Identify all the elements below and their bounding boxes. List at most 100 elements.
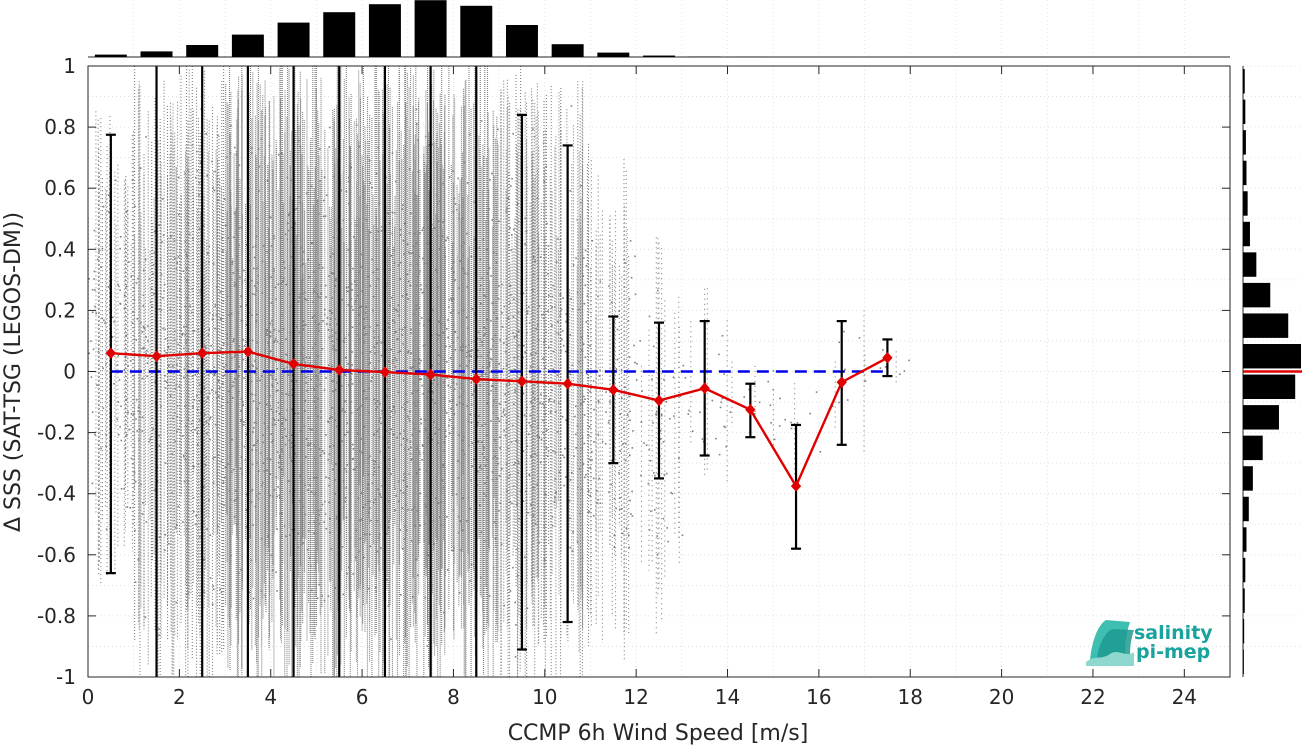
scatter-point xyxy=(199,290,202,293)
scatter-point xyxy=(463,161,466,164)
scatter-point xyxy=(95,312,97,315)
right-hist-bar xyxy=(1243,527,1247,552)
scatter-point xyxy=(176,364,178,366)
scatter-point xyxy=(300,325,302,328)
scatter-point xyxy=(329,517,331,520)
scatter-point xyxy=(288,394,290,397)
scatter-point xyxy=(431,390,433,393)
scatter-point xyxy=(318,330,320,332)
scatter-point xyxy=(262,462,265,465)
scatter-point xyxy=(420,359,422,362)
scatter-point xyxy=(239,276,241,279)
scatter-point xyxy=(358,550,360,553)
scatter-point xyxy=(283,525,286,528)
scatter-point xyxy=(597,401,600,403)
scatter-point xyxy=(413,390,415,392)
scatter-point xyxy=(300,352,303,355)
scatter-point xyxy=(184,334,187,336)
scatter-point xyxy=(539,402,542,404)
scatter-point xyxy=(522,500,525,502)
scatter-point xyxy=(537,277,540,280)
scatter-point xyxy=(220,591,223,594)
scatter-point xyxy=(496,317,499,319)
scatter-point xyxy=(355,556,357,559)
scatter-point xyxy=(307,529,310,532)
scatter-point xyxy=(193,399,196,401)
scatter-point xyxy=(290,460,293,462)
scatter-point xyxy=(379,494,381,496)
scatter-point xyxy=(314,321,317,323)
scatter-point xyxy=(350,298,353,300)
scatter-point xyxy=(547,346,550,349)
scatter-point xyxy=(543,341,545,344)
scatter-point xyxy=(126,210,128,213)
scatter-point xyxy=(619,508,621,511)
scatter-point xyxy=(350,412,353,414)
scatter-point xyxy=(494,334,496,337)
scatter-point xyxy=(402,548,404,550)
scatter-point xyxy=(419,453,421,456)
scatter-point xyxy=(532,392,535,394)
scatter-point xyxy=(563,344,565,347)
scatter-point xyxy=(120,236,122,238)
scatter-point xyxy=(424,344,426,346)
scatter-point xyxy=(534,260,537,263)
scatter-point xyxy=(463,436,465,438)
scatter-point xyxy=(275,390,278,392)
scatter-point xyxy=(236,523,238,526)
scatter-point xyxy=(190,422,193,425)
scatter-point xyxy=(269,458,272,461)
scatter-point xyxy=(347,304,350,306)
scatter-point xyxy=(141,513,144,515)
scatter-point xyxy=(583,257,585,259)
scatter-point xyxy=(100,266,102,269)
scatter-point xyxy=(187,169,189,171)
scatter-point xyxy=(330,329,333,331)
scatter-point xyxy=(390,410,393,413)
scatter-point xyxy=(540,256,542,258)
scatter-point xyxy=(178,213,180,216)
scatter-point xyxy=(619,497,621,499)
scatter-point xyxy=(146,375,148,378)
scatter-point xyxy=(432,520,435,522)
scatter-point xyxy=(459,365,461,367)
scatter-point xyxy=(479,577,482,579)
scatter-point xyxy=(342,219,344,221)
scatter-point xyxy=(415,472,418,475)
scatter-point xyxy=(381,226,383,228)
scatter-point xyxy=(105,528,108,530)
scatter-point xyxy=(358,463,361,465)
scatter-point xyxy=(278,466,280,468)
scatter-point xyxy=(557,402,560,404)
scatter-point xyxy=(407,508,409,511)
scatter-point xyxy=(275,476,277,478)
scatter-point xyxy=(440,323,443,326)
scatter-point xyxy=(229,285,231,288)
scatter-point xyxy=(253,267,255,270)
scatter-point xyxy=(164,328,166,331)
scatter-point xyxy=(128,428,131,431)
scatter-point xyxy=(174,526,177,529)
scatter-point xyxy=(369,455,371,457)
scatter-point xyxy=(174,440,177,443)
scatter-point xyxy=(186,255,188,258)
scatter-point xyxy=(572,531,574,533)
scatter-point xyxy=(516,203,519,205)
scatter-point xyxy=(320,411,322,413)
scatter-point xyxy=(324,313,326,316)
scatter-point xyxy=(629,454,631,456)
scatter-point xyxy=(420,288,423,291)
scatter-point xyxy=(846,399,849,401)
scatter-point xyxy=(316,355,319,357)
scatter-point xyxy=(660,413,663,416)
scatter-point xyxy=(406,243,409,246)
scatter-point xyxy=(459,520,462,522)
scatter-point xyxy=(188,233,191,236)
scatter-point xyxy=(422,257,424,260)
scatter-point xyxy=(216,273,219,276)
scatter-point xyxy=(725,445,727,448)
scatter-point xyxy=(282,328,285,330)
scatter-point xyxy=(341,546,344,548)
scatter-point xyxy=(214,305,216,308)
scatter-point xyxy=(268,248,271,251)
